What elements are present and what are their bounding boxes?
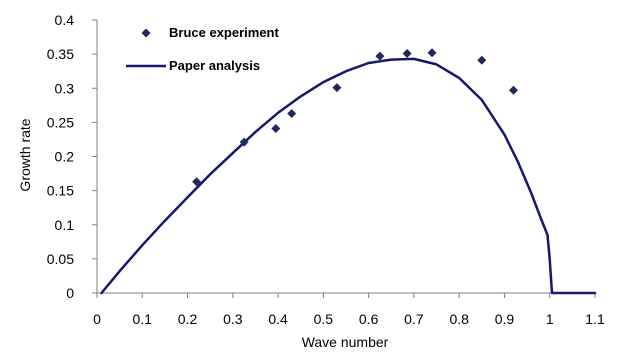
series	[100, 48, 597, 295]
y-tick-label: 0.25	[47, 114, 74, 130]
x-tick-label: 0.2	[178, 311, 198, 327]
data-point-bruce-experiment	[477, 55, 487, 65]
data-point-bruce-experiment	[509, 85, 519, 95]
legend-marker-bruce-experiment	[141, 28, 151, 38]
x-tick-label: 1	[546, 311, 554, 327]
y-tick-label: 0.2	[55, 149, 75, 165]
x-tick-label: 0.1	[133, 311, 153, 327]
y-axis-title: Growth rate	[17, 118, 33, 191]
y-tick-label: 0.15	[47, 183, 74, 199]
x-tick-label: 0.5	[314, 311, 334, 327]
legend-label-bruce-experiment: Bruce experiment	[169, 25, 279, 40]
data-point-bruce-experiment	[332, 83, 342, 93]
x-tick-label: 0.3	[223, 311, 243, 327]
x-tick-label: 0.6	[359, 311, 379, 327]
y-tick-label: 0	[66, 285, 74, 301]
x-tick-label: 1.1	[585, 311, 605, 327]
data-point-bruce-experiment	[402, 48, 412, 58]
x-tick-label: 0.9	[495, 311, 515, 327]
y-tick-label: 0.3	[55, 80, 75, 96]
tick-labels: 0 0.1 0.2 0.3 0.4 0.5 0.6 0.7 0.8 0.9 1 1.1 0 0.05 0.1…	[47, 12, 605, 327]
legend: Bruce experiment Paper analysis	[126, 25, 279, 73]
y-tick-label: 0.4	[55, 12, 75, 28]
x-axis-title: Wave number	[302, 334, 389, 350]
data-point-bruce-experiment	[192, 177, 202, 187]
x-tick-label: 0	[93, 311, 101, 327]
data-point-bruce-experiment	[239, 137, 249, 147]
x-tick-label: 0.4	[268, 311, 288, 327]
data-point-bruce-experiment	[287, 109, 297, 119]
x-tick-label: 0.8	[449, 311, 469, 327]
series-line-paper-analysis	[100, 57, 597, 295]
data-point-bruce-experiment	[375, 51, 385, 61]
data-point-bruce-experiment	[271, 124, 281, 134]
y-tick-label: 0.1	[55, 217, 75, 233]
legend-label-paper-analysis: Paper analysis	[169, 58, 260, 73]
y-tick-label: 0.05	[47, 251, 74, 267]
x-tick-label: 0.7	[404, 311, 424, 327]
y-tick-label: 0.35	[47, 46, 74, 62]
tick-marks	[92, 19, 596, 298]
data-point-bruce-experiment	[427, 48, 437, 58]
